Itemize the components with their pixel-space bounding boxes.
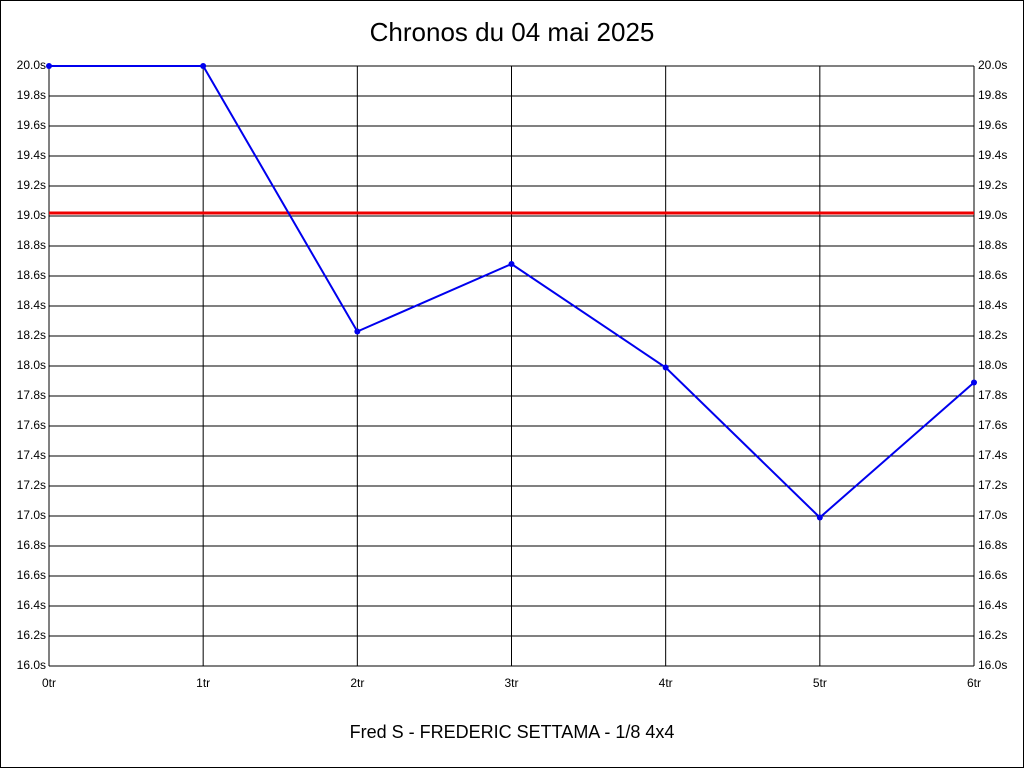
x-tick-label: 4tr (659, 676, 673, 690)
data-point (200, 63, 207, 69)
y-tick-label: 17.2s (17, 478, 46, 492)
y-tick-label: 18.4s (17, 298, 46, 312)
y-tick-label: 17.8s (17, 388, 46, 402)
y2-tick-label: 17.6s (978, 418, 1007, 432)
y2-tick-label: 19.0s (978, 208, 1007, 222)
y2-tick-label: 17.2s (978, 478, 1007, 492)
y2-tick-label: 18.2s (978, 328, 1007, 342)
y-tick-label: 18.8s (17, 238, 46, 252)
x-tick-label: 3tr (504, 676, 518, 690)
y2-tick-label: 19.2s (978, 178, 1007, 192)
data-point (971, 379, 977, 386)
y2-tick-label: 16.2s (978, 628, 1007, 642)
y-tick-label: 19.2s (17, 178, 46, 192)
y2-tick-label: 18.0s (978, 358, 1007, 372)
x-tick-label: 1tr (196, 676, 210, 690)
y-tick-label: 16.4s (17, 598, 46, 612)
data-point (46, 63, 52, 69)
y2-tick-label: 18.6s (978, 268, 1007, 282)
y-tick-label: 18.0s (17, 358, 46, 372)
y2-tick-label: 18.4s (978, 298, 1007, 312)
x-tick-label: 2tr (350, 676, 364, 690)
x-tick-label: 6tr (967, 676, 981, 690)
y-tick-label: 16.6s (17, 568, 46, 582)
y-tick-label: 18.6s (17, 268, 46, 282)
y2-tick-label: 20.0s (978, 58, 1007, 72)
x-tick-label: 5tr (813, 676, 827, 690)
y2-tick-label: 19.4s (978, 148, 1007, 162)
y2-tick-label: 16.0s (978, 658, 1007, 672)
y2-tick-label: 19.8s (978, 88, 1007, 102)
y-tick-label: 20.0s (17, 58, 46, 72)
y-tick-label: 16.0s (17, 658, 46, 672)
y2-tick-label: 16.8s (978, 538, 1007, 552)
y-tick-label: 16.8s (17, 538, 46, 552)
y2-tick-label: 17.0s (978, 508, 1007, 522)
y2-tick-label: 17.4s (978, 448, 1007, 462)
y-tick-label: 19.0s (17, 208, 46, 222)
y-tick-label: 17.6s (17, 418, 46, 432)
x-axis-label: Fred S - FREDERIC SETTAMA - 1/8 4x4 (350, 722, 675, 742)
y2-tick-label: 19.6s (978, 118, 1007, 132)
y-tick-label: 17.0s (17, 508, 46, 522)
y2-tick-label: 16.4s (978, 598, 1007, 612)
data-point (354, 328, 361, 335)
y-tick-label: 17.4s (17, 448, 46, 462)
x-tick-label: 0tr (42, 676, 56, 690)
data-point (662, 364, 669, 371)
data-point (816, 514, 823, 521)
y-tick-label: 19.8s (17, 88, 46, 102)
data-point (508, 261, 515, 267)
y2-tick-label: 18.8s (978, 238, 1007, 252)
y-tick-label: 16.2s (17, 628, 46, 642)
y2-tick-label: 16.6s (978, 568, 1007, 582)
y-tick-label: 19.4s (17, 148, 46, 162)
chart-title: Chronos du 04 mai 2025 (370, 17, 655, 47)
y-tick-label: 19.6s (17, 118, 46, 132)
y2-tick-label: 17.8s (978, 388, 1007, 402)
y-tick-label: 18.2s (17, 328, 46, 342)
